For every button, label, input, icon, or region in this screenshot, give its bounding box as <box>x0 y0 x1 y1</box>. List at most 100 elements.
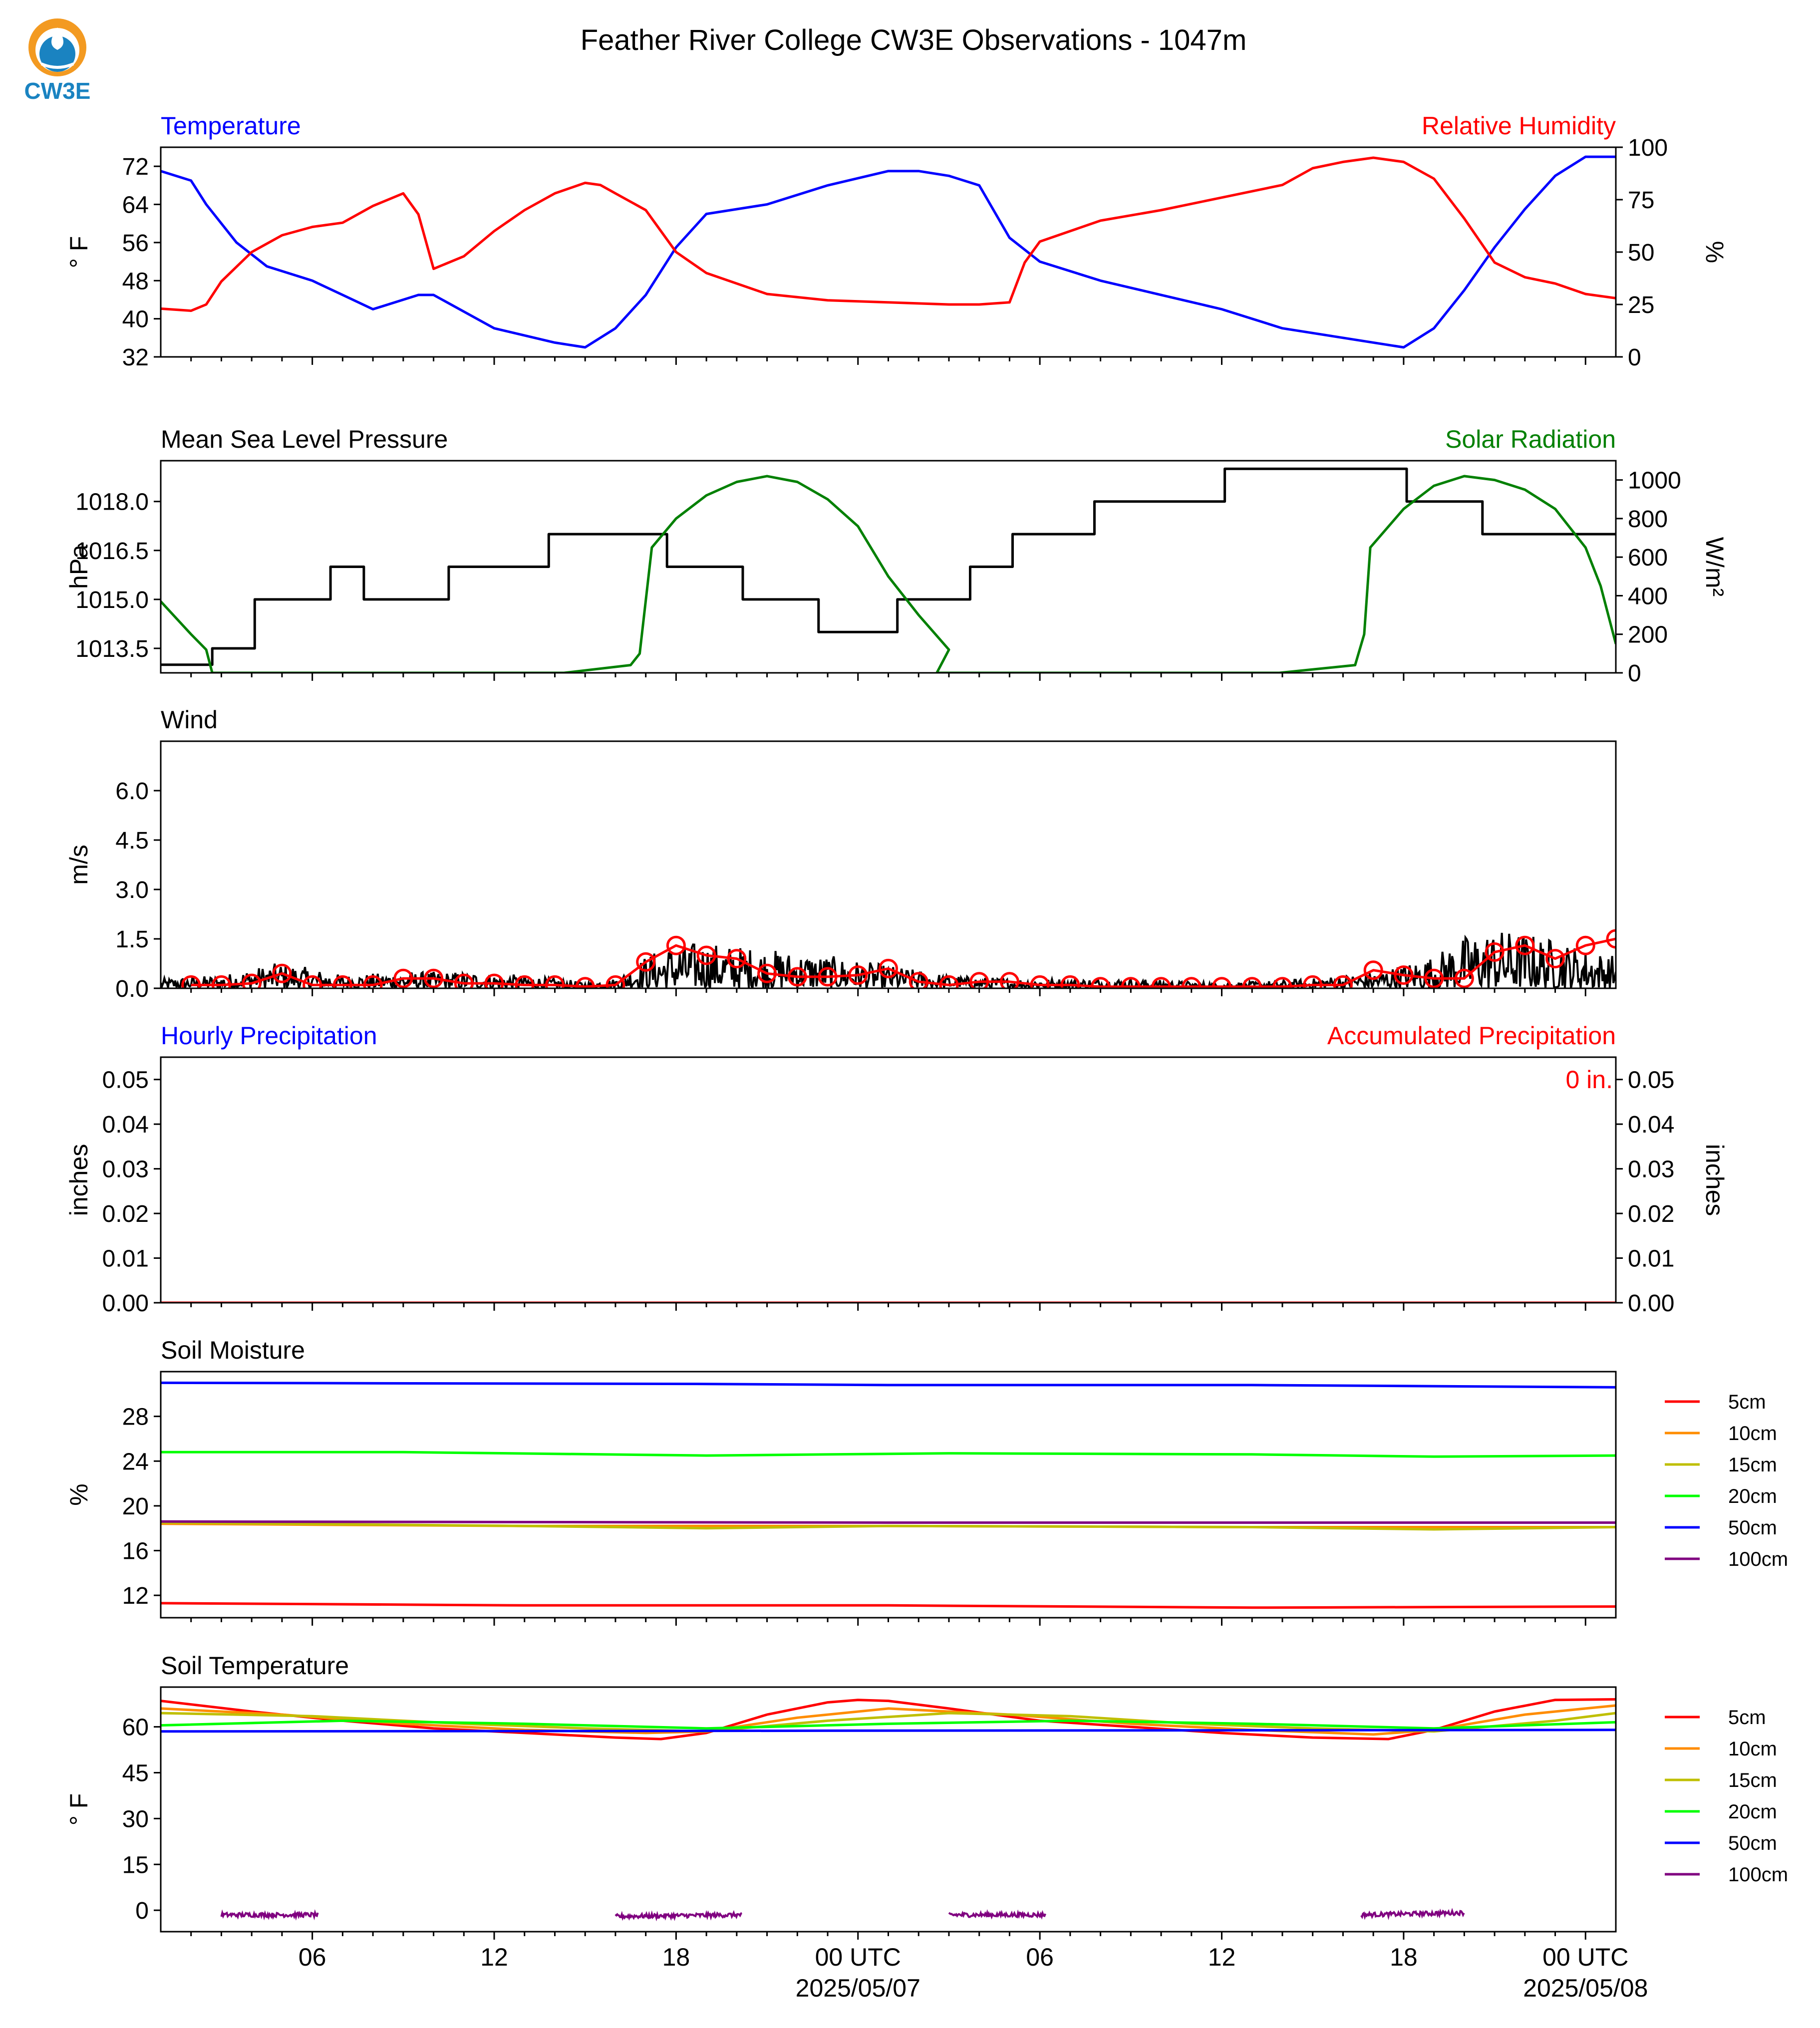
legend: 5cm 10cm 15cm 20cm 50cm 100cm <box>1665 1391 1788 1570</box>
wind-marker <box>484 973 504 988</box>
x-tick-label: 18 <box>1390 1943 1418 1971</box>
y-tick-label-right: 1000 <box>1628 468 1681 494</box>
series-line-100cm <box>161 1520 1616 1524</box>
series-group <box>161 155 1616 349</box>
legend-label: 100cm <box>1728 1548 1788 1570</box>
panel-title-left: Soil Temperature <box>161 1652 349 1680</box>
y-tick-label-right: 25 <box>1628 292 1654 318</box>
legend-label: 50cm <box>1728 1832 1777 1854</box>
wind-marker <box>1454 968 1474 988</box>
wind-marker <box>1424 968 1444 988</box>
panel-title-left: Wind <box>161 706 218 734</box>
wind-marker <box>1212 977 1232 988</box>
series-group <box>161 929 1616 988</box>
x-tick-label: 06 <box>299 1943 326 1971</box>
legend-label: 50cm <box>1728 1517 1777 1539</box>
chart-title: Feather River College CW3E Observations … <box>581 24 1247 56</box>
series-line-hourly-mean-wind <box>191 937 1616 988</box>
panel-frame <box>160 1056 1617 1304</box>
series-line-100cm <box>948 1909 1046 1920</box>
y-tick-label: 64 <box>122 192 149 219</box>
panel-1: Temperature Relative Humidity 32 40 48 56 64 72… <box>65 112 1729 371</box>
wind-marker <box>242 973 262 988</box>
wind-marker <box>1121 977 1141 988</box>
series-line-mean-sea-level-pressure <box>161 467 1616 666</box>
y-tick-label-right: 75 <box>1628 187 1654 214</box>
y-tick-label: 1018.0 <box>75 489 149 516</box>
y-tick-label: 0.00 <box>102 1290 149 1317</box>
wind-marker <box>787 967 807 987</box>
y-tick-label-right: 0.01 <box>1628 1246 1674 1272</box>
wind-marker <box>363 975 383 988</box>
wind-marker <box>1545 949 1565 969</box>
y-tick-label: 45 <box>122 1760 149 1787</box>
series-line-100cm <box>614 1910 742 1922</box>
y-tick-label-right: 800 <box>1628 506 1668 533</box>
y-tick-label: 28 <box>122 1404 149 1431</box>
wind-marker <box>303 975 322 988</box>
wind-marker <box>1515 935 1535 955</box>
legend-label: 15cm <box>1728 1454 1777 1476</box>
wind-marker <box>1182 977 1202 988</box>
y-tick-label: 24 <box>122 1449 149 1475</box>
wind-marker <box>1575 935 1595 955</box>
panel-6: Soil Temperature 0 15 30 45 60 ° F 5cm 10cm 15cm 2… <box>65 1652 1788 1940</box>
y-axis-label-right: W/m² <box>1701 537 1729 596</box>
panel-title-right: Accumulated Precipitation <box>1327 1022 1616 1050</box>
y-tick-label-right: 100 <box>1628 135 1668 161</box>
series-line-temperature <box>161 155 1616 349</box>
y-tick-label-right: 0 <box>1628 344 1641 371</box>
y-tick-label: 0.03 <box>102 1157 149 1183</box>
wind-marker <box>606 975 625 988</box>
panel-title-left: Hourly Precipitation <box>161 1022 377 1050</box>
series-group <box>161 467 1616 673</box>
panel-title-left: Soil Moisture <box>161 1336 305 1364</box>
y-tick-label: 1.5 <box>115 926 149 953</box>
panel-title-left: Mean Sea Level Pressure <box>161 425 448 453</box>
panel-3: Wind 0.0 1.5 3.0 4.5 6.0 m/s <box>65 706 1617 1002</box>
panel-frame <box>160 740 1617 989</box>
wind-marker <box>999 972 1019 988</box>
wind-marker <box>211 975 231 988</box>
legend-label: 10cm <box>1728 1423 1777 1445</box>
wind-marker <box>181 975 201 988</box>
y-tick-label: 1013.5 <box>75 636 149 662</box>
y-tick-label: 40 <box>122 306 149 333</box>
legend: 5cm 10cm 15cm 20cm 50cm 100cm <box>1665 1707 1788 1886</box>
y-tick-label: 48 <box>122 268 149 294</box>
legend-label: 15cm <box>1728 1769 1777 1791</box>
series-line-15cm <box>161 1521 1616 1531</box>
y-tick-label-right: 0.02 <box>1628 1201 1674 1227</box>
series-group <box>161 1698 1616 1922</box>
legend-label: 5cm <box>1728 1707 1766 1729</box>
y-tick-label: 0 <box>135 1898 149 1924</box>
wind-marker <box>909 972 928 988</box>
panel-2: Mean Sea Level Pressure Solar Radiation 10… <box>65 425 1729 687</box>
y-tick-label-right: 400 <box>1628 583 1668 609</box>
wind-marker <box>757 963 777 983</box>
y-axis-label: m/s <box>65 845 93 885</box>
y-axis-label: ° F <box>65 1793 93 1825</box>
wind-marker <box>545 975 565 988</box>
wind-marker <box>848 965 868 985</box>
wind-marker <box>454 973 474 988</box>
wind-marker <box>969 972 989 988</box>
y-tick-label-right: 0.00 <box>1628 1290 1674 1317</box>
wind-marker <box>696 945 716 965</box>
y-tick-label: 15 <box>122 1852 149 1878</box>
y-tick-label: 30 <box>122 1806 149 1832</box>
legend-label: 20cm <box>1728 1801 1777 1823</box>
panel-5: Soil Moisture1216202428%5cm10cm15cm20cm5… <box>65 1336 1788 1626</box>
wind-marker <box>1303 975 1323 988</box>
wind-marker <box>1363 960 1383 980</box>
wind-marker <box>272 963 292 983</box>
series-line-20cm <box>161 1719 1616 1730</box>
x-tick-label: 12 <box>480 1943 508 1971</box>
series-line-solar-radiation <box>161 475 1616 673</box>
y-tick-label: 4.5 <box>115 828 149 854</box>
wind-marker <box>818 967 838 987</box>
wind-marker <box>1606 929 1616 949</box>
y-tick-label-right: 0 <box>1628 660 1641 687</box>
series-line-100cm <box>220 1909 319 1921</box>
y-tick-label: 1016.5 <box>75 538 149 565</box>
